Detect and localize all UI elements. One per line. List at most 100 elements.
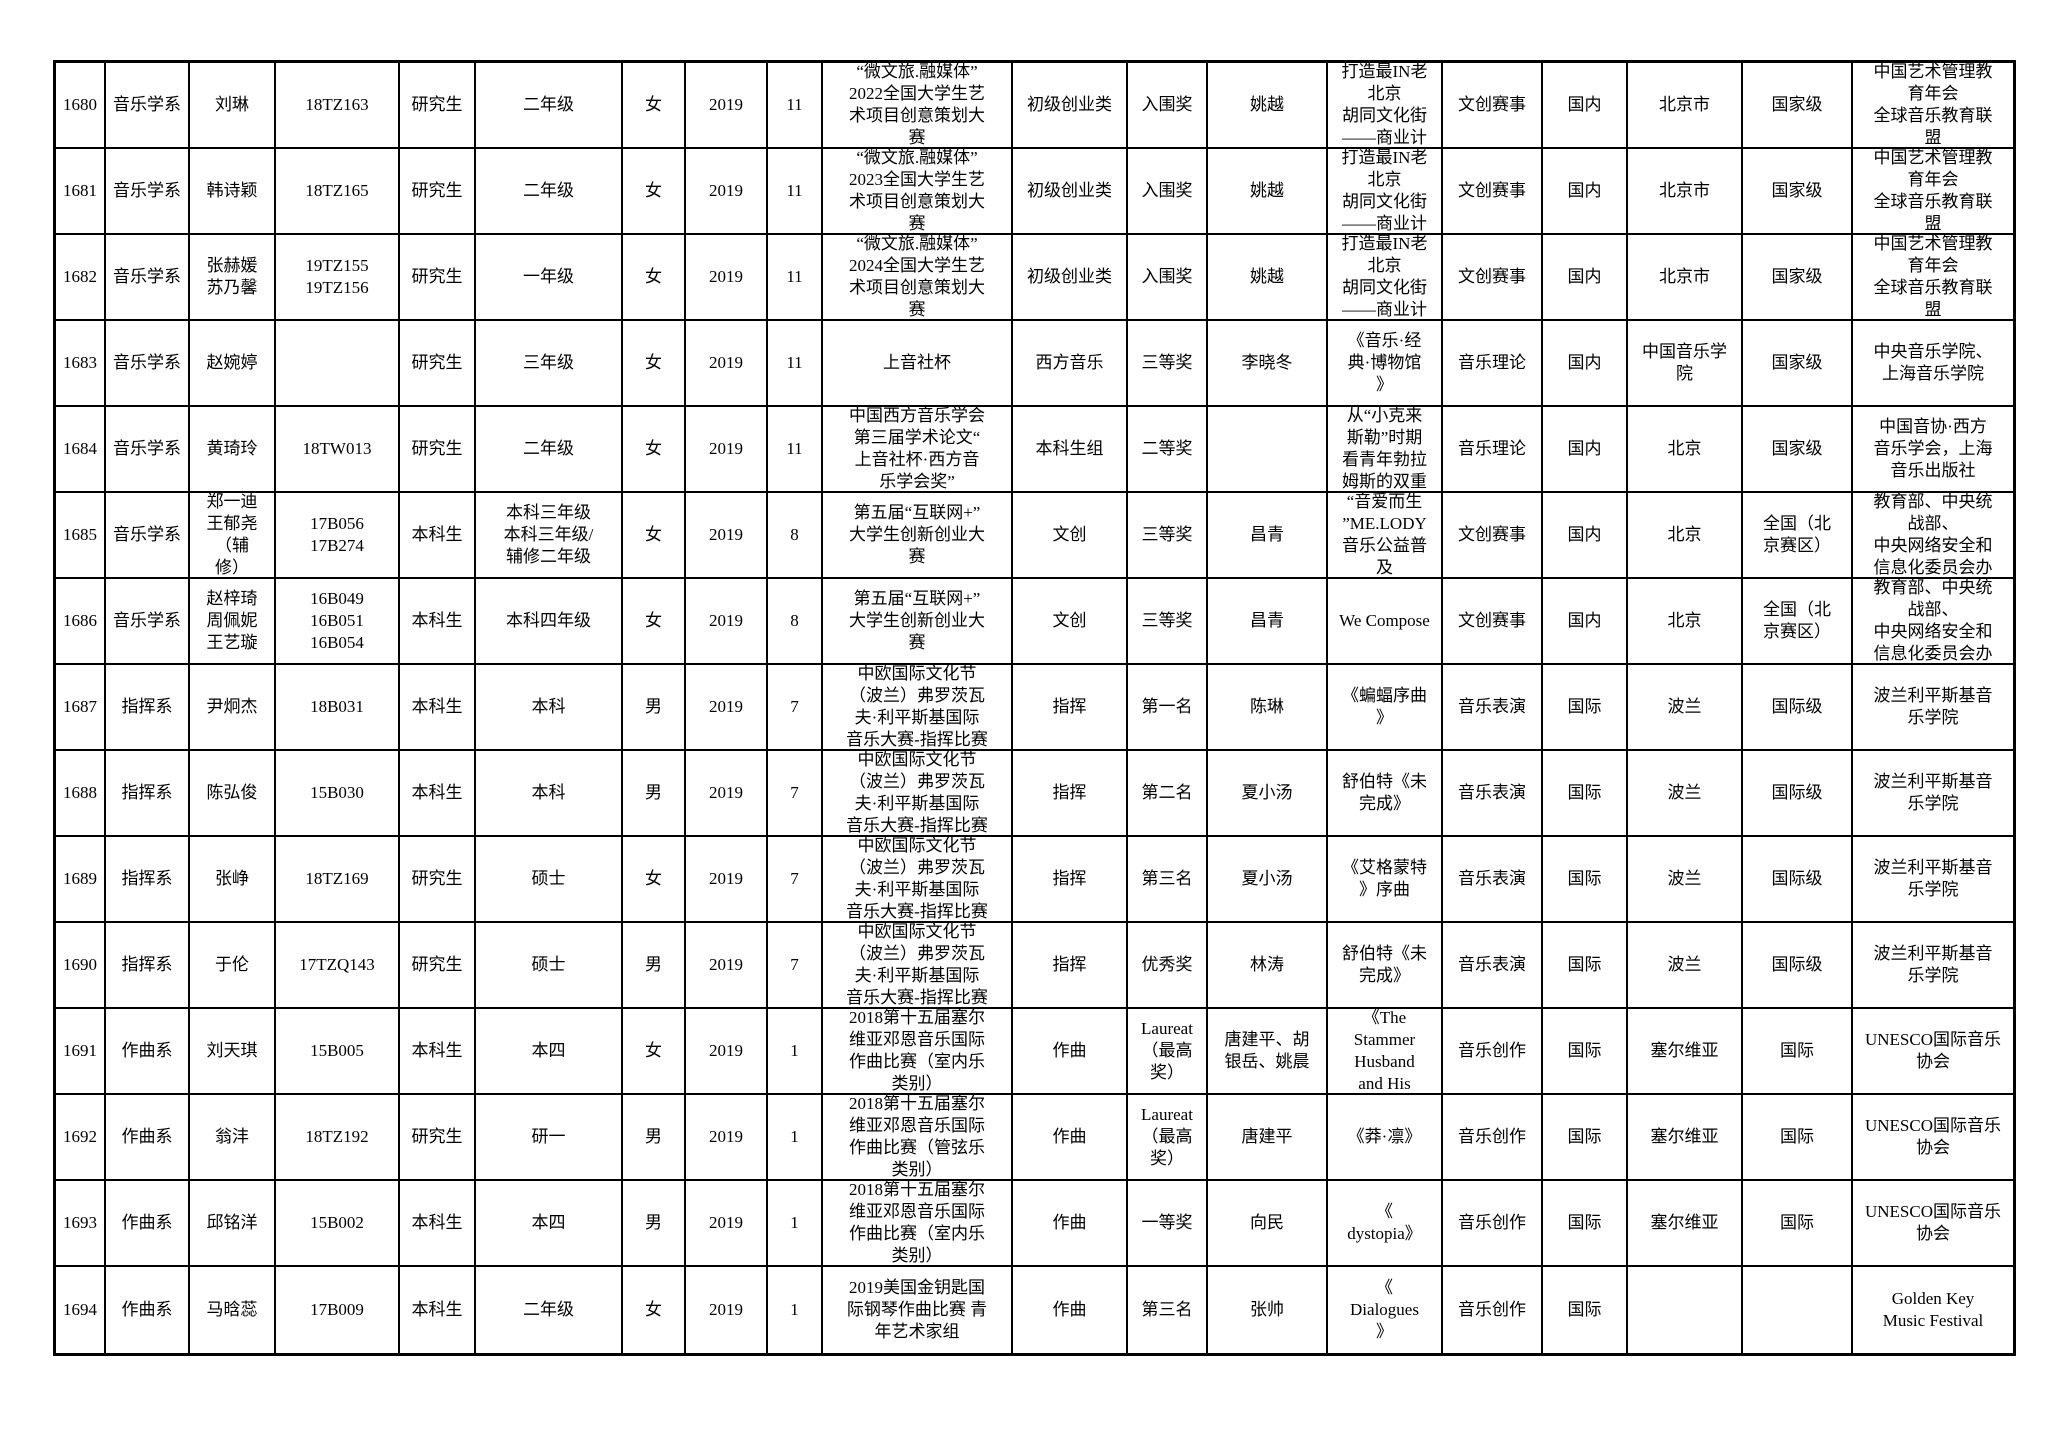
cell-text-competition: 2018第十五届塞尔 维亚邓恩音乐国际 作曲比赛（室内乐 类别）	[849, 1009, 985, 1093]
cell-location: 北京市	[1628, 149, 1743, 235]
cell-text-department: 音乐学系	[113, 95, 181, 114]
cell-text-gender: 女	[645, 1041, 662, 1060]
cell-text-award: Laureat （最高 奖）	[1141, 1105, 1193, 1168]
cell-text-location: 塞尔维亚	[1650, 1127, 1719, 1146]
cell-gender: 男	[623, 1181, 686, 1267]
cell-text-level: 国家级	[1771, 267, 1823, 286]
cell-level: 国家级	[1743, 149, 1853, 235]
cell-text-department: 音乐学系	[113, 353, 181, 372]
cell-organizer: 波兰利平斯基音 乐学院	[1853, 751, 2013, 837]
cell-department: 指挥系	[106, 923, 190, 1009]
cell-department: 作曲系	[106, 1095, 190, 1181]
cell-gender: 女	[623, 63, 686, 149]
cell-text-competition: 中国西方音乐学会 第三届学术论文“ 上音社杯·西方音 乐学会奖”	[849, 407, 985, 491]
cell-text-location: 波兰	[1667, 783, 1702, 802]
cell-event_type: 音乐表演	[1443, 751, 1543, 837]
cell-text-location: 北京	[1667, 611, 1702, 630]
cell-student_type: 本科生	[400, 751, 476, 837]
cell-level: 国际级	[1743, 751, 1853, 837]
cell-text-student_type: 研究生	[411, 439, 463, 458]
cell-text-event_type: 文创赛事	[1458, 267, 1526, 286]
cell-text-scope: 国际	[1567, 783, 1602, 802]
cell-text-event_type: 文创赛事	[1458, 181, 1526, 200]
cell-student_type: 本科生	[400, 1181, 476, 1267]
cell-index: 1692	[56, 1095, 106, 1181]
cell-text-year: 2019	[709, 955, 743, 974]
cell-text-competition: 第五届“互联网+” 大学生创新创业大 赛	[849, 589, 985, 652]
cell-text-work: 舒伯特《未 完成》	[1342, 944, 1427, 985]
cell-event_type: 音乐表演	[1443, 923, 1543, 1009]
cell-gender: 男	[623, 923, 686, 1009]
cell-text-student_id: 15B030	[310, 783, 364, 802]
cell-text-scope: 国内	[1567, 611, 1602, 630]
cell-text-department: 音乐学系	[113, 181, 181, 200]
cell-department: 音乐学系	[106, 149, 190, 235]
cell-name: 韩诗颖	[190, 149, 276, 235]
cell-text-advisor: 陈琳	[1250, 697, 1284, 716]
cell-month: 1	[768, 1009, 823, 1095]
cell-text-award: 三等奖	[1141, 353, 1193, 372]
cell-text-student_id: 19TZ155 19TZ156	[305, 256, 369, 297]
cell-event_type: 文创赛事	[1443, 579, 1543, 665]
cell-text-student_id: 18TZ169	[305, 869, 369, 888]
cell-work: 《音乐·经 典·博物馆 》	[1328, 321, 1443, 407]
cell-text-name: 邱铭洋	[206, 1213, 258, 1232]
cell-work: 《 dystopia》	[1328, 1181, 1443, 1267]
cell-location: 波兰	[1628, 751, 1743, 837]
cell-competition: 中国西方音乐学会 第三届学术论文“ 上音社杯·西方音 乐学会奖”	[823, 407, 1013, 493]
cell-month: 11	[768, 407, 823, 493]
cell-text-gender: 男	[645, 955, 662, 974]
cell-text-name: 张赫媛 苏乃馨	[206, 256, 258, 297]
cell-year: 2019	[686, 149, 768, 235]
cell-index: 1688	[56, 751, 106, 837]
cell-grade: 本科	[476, 751, 623, 837]
cell-student_type: 研究生	[400, 923, 476, 1009]
cell-text-competition: 中欧国际文化节 （波兰）弗罗茨瓦 夫·利平斯基国际 音乐大赛-指挥比赛	[846, 751, 988, 835]
cell-text-department: 作曲系	[121, 1041, 173, 1060]
cell-text-award: 三等奖	[1141, 611, 1193, 630]
cell-text-advisor: 向民	[1250, 1213, 1284, 1232]
cell-category: 文创	[1013, 579, 1128, 665]
cell-text-work: 打造最IN老 北京 胡同文化街 ——商业计	[1341, 149, 1428, 233]
cell-year: 2019	[686, 407, 768, 493]
cell-text-category: 指挥	[1052, 697, 1087, 716]
cell-text-scope: 国际	[1567, 1041, 1602, 1060]
cell-text-event_type: 音乐表演	[1458, 955, 1526, 974]
cell-organizer: 波兰利平斯基音 乐学院	[1853, 923, 2013, 1009]
cell-grade: 本科三年级 本科三年级/ 辅修二年级	[476, 493, 623, 579]
cell-gender: 女	[623, 321, 686, 407]
cell-competition: 中欧国际文化节 （波兰）弗罗茨瓦 夫·利平斯基国际 音乐大赛-指挥比赛	[823, 665, 1013, 751]
cell-text-student_id: 15B005	[310, 1041, 364, 1060]
cell-competition: 2019美国金钥匙国 际钢琴作曲比赛 青 年艺术家组	[823, 1267, 1013, 1353]
cell-competition: “微文旅.融媒体” 2024全国大学生艺 术项目创意策划大 赛	[823, 235, 1013, 321]
cell-text-advisor: 张帅	[1250, 1300, 1284, 1319]
cell-text-index: 1693	[63, 1213, 97, 1232]
cell-department: 指挥系	[106, 837, 190, 923]
cell-organizer: 中国音协·西方 音乐学会，上海 音乐出版社	[1853, 407, 2013, 493]
cell-text-month: 1	[790, 1300, 799, 1319]
cell-grade: 一年级	[476, 235, 623, 321]
cell-text-gender: 女	[645, 611, 662, 630]
cell-name: 张峥	[190, 837, 276, 923]
cell-text-department: 音乐学系	[113, 525, 181, 544]
cell-name: 赵婉婷	[190, 321, 276, 407]
cell-text-gender: 女	[645, 869, 662, 888]
cell-text-competition: 上音社杯	[883, 353, 951, 372]
cell-scope: 国内	[1543, 63, 1628, 149]
cell-advisor: 唐建平	[1208, 1095, 1328, 1181]
cell-organizer: 教育部、中央统 战部、 中央网络安全和 信息化委员会办	[1853, 579, 2013, 665]
cell-text-name: 赵婉婷	[206, 353, 258, 372]
cell-text-month: 7	[790, 869, 799, 888]
cell-text-grade: 研一	[531, 1127, 566, 1146]
cell-advisor: 昌青	[1208, 493, 1328, 579]
cell-text-category: 作曲	[1052, 1041, 1087, 1060]
cell-student_id: 18TW013	[276, 407, 400, 493]
cell-gender: 女	[623, 235, 686, 321]
cell-student_type: 研究生	[400, 321, 476, 407]
cell-department: 音乐学系	[106, 63, 190, 149]
cell-text-category: 西方音乐	[1035, 353, 1104, 372]
cell-text-location: 波兰	[1667, 869, 1702, 888]
cell-department: 音乐学系	[106, 407, 190, 493]
cell-text-department: 作曲系	[121, 1300, 173, 1319]
cell-text-name: 于伦	[215, 955, 249, 974]
